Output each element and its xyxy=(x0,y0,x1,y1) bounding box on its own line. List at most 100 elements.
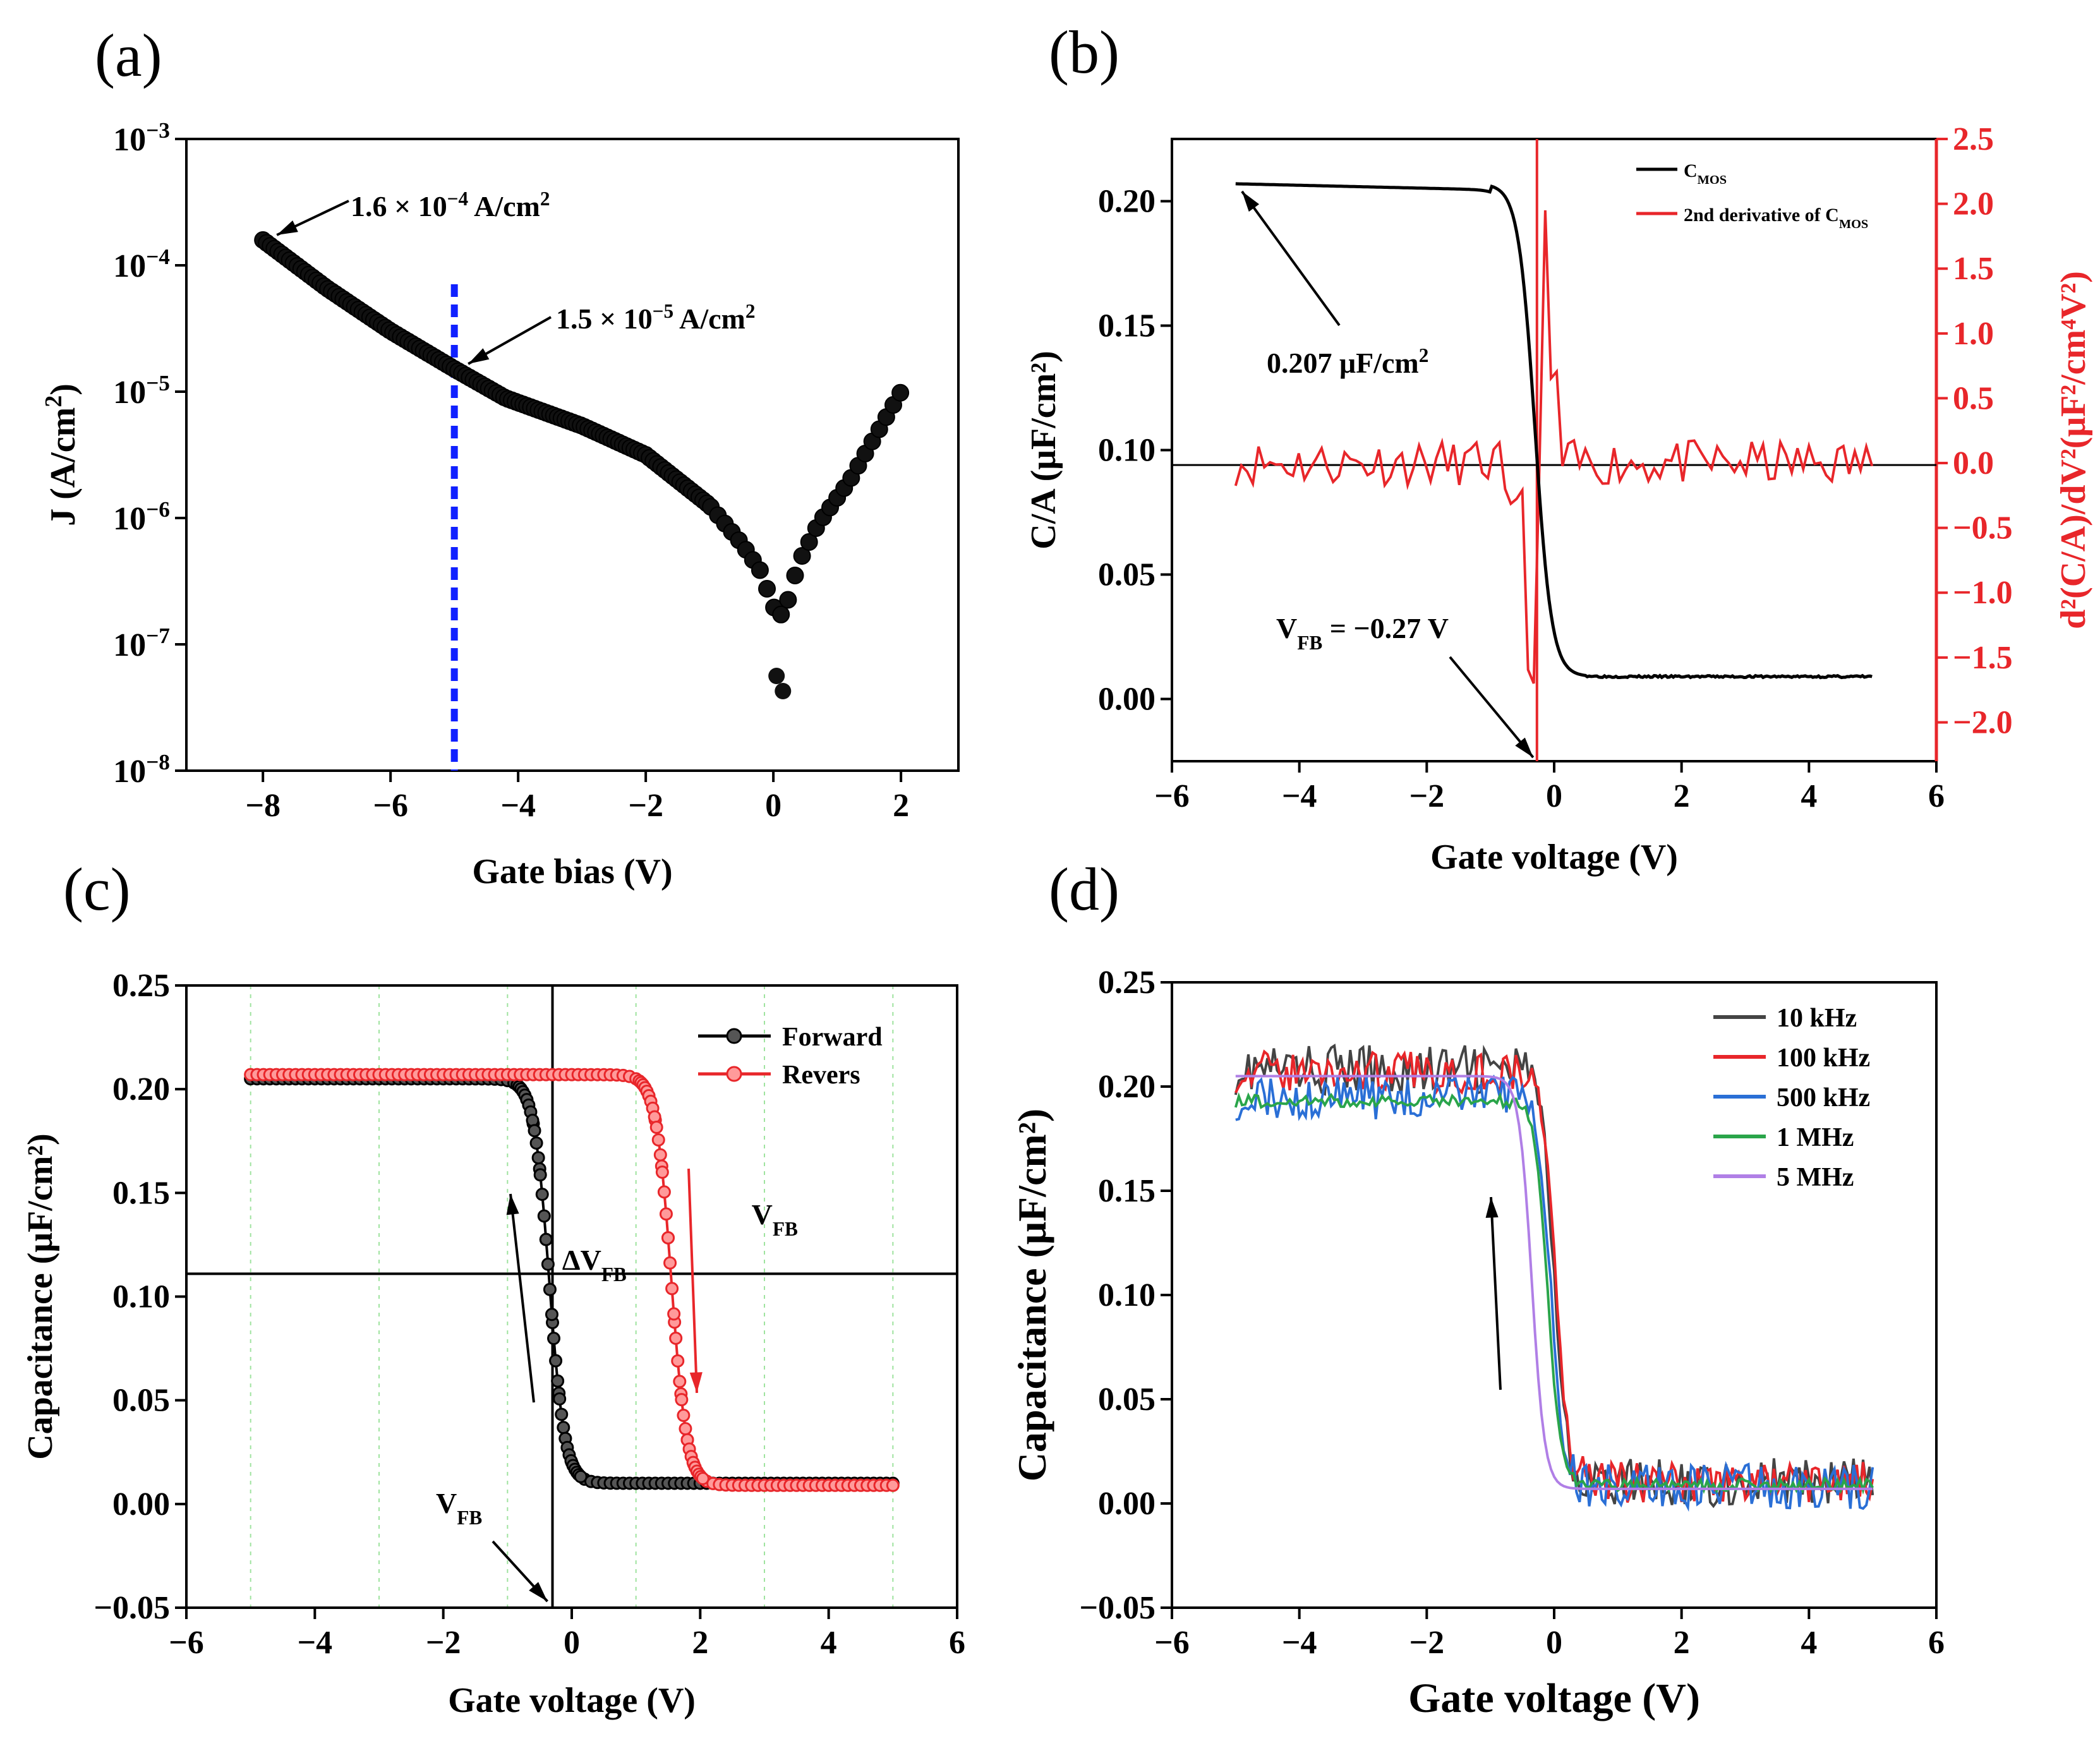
panel-a-y-tick-label: 10−8 xyxy=(113,749,170,790)
panel-c-point xyxy=(673,1375,687,1389)
panel-c-series-line xyxy=(250,1073,893,1487)
panel-c-point xyxy=(677,1409,691,1423)
panel-a-annotation-mid-part: −5 xyxy=(653,300,673,322)
panel-b-yr-tick-label: −2.0 xyxy=(1953,704,2013,740)
panel-c-x-label: Gate voltage (V) xyxy=(448,1681,696,1720)
panel-b-yr-tick-label: 0.0 xyxy=(1953,445,1994,481)
panel-d-series-line xyxy=(1234,1092,1874,1495)
panel-b-y-label-right: d²(C/A)/dV²(μF²/cm⁴V²) xyxy=(2054,271,2093,629)
panel-c-label-delta-vfb-part: ΔV xyxy=(562,1244,601,1276)
panel-letter-c: (c) xyxy=(63,855,131,923)
panel-c-legend-marker xyxy=(726,1066,742,1082)
panel-a-point xyxy=(786,567,804,584)
panel-c-point xyxy=(537,1209,551,1223)
panel-d-y-tick-label: 0.15 xyxy=(1098,1173,1156,1209)
panel-a-y-tick-label-part: −5 xyxy=(146,370,170,395)
panel-d-x-label: Gate voltage (V) xyxy=(1408,1675,1700,1721)
panel-a-y-label-part: J xyxy=(44,509,83,526)
panel-a-outlier-point xyxy=(768,668,785,684)
panel-b-arrow-plateau-head xyxy=(1241,191,1260,212)
panel-c-y-tick-label: 0.00 xyxy=(112,1486,170,1522)
panel-a-annotation-peak-part: 2 xyxy=(540,188,550,210)
panel-a-annotation-peak-part: A/cm xyxy=(468,190,540,222)
panel-a-y-tick-label-part: 10 xyxy=(113,501,146,537)
panel-b-legend-derivative-part: MOS xyxy=(1839,217,1868,231)
panel-letter-d: (d) xyxy=(1049,855,1119,923)
panel-a-x-tick-label: 0 xyxy=(765,788,781,824)
panel-d-legend-label: 5 MHz xyxy=(1777,1163,1854,1192)
panel-c-arrow-forward-shaft xyxy=(509,1193,535,1403)
panel-a-frame xyxy=(185,138,960,772)
panel-a-y-tick-label: 10−4 xyxy=(113,244,170,284)
panel-c-arrow-vfb-head xyxy=(529,1582,548,1601)
panel-d-legend-label: 10 kHz xyxy=(1777,1004,1857,1033)
panel-b-x-tick-label: −4 xyxy=(1282,778,1317,814)
panel-a-annotation-mid-part: 1.5 × 10 xyxy=(556,303,653,335)
panel-a-y-tick-label-part: 10 xyxy=(113,627,146,663)
panel-a-arrow-peak-head xyxy=(277,220,298,235)
panel-d-legend-label: 100 kHz xyxy=(1777,1044,1870,1073)
panel-b-legend-cmos-part: MOS xyxy=(1698,173,1727,187)
panel-c-point xyxy=(553,1392,567,1406)
panel-a-point xyxy=(751,561,769,579)
panel-a-annotation-peak: 1.6 × 10−4 A/cm2 xyxy=(351,188,550,223)
panel-c-point xyxy=(531,1151,545,1165)
panel-b-cmos-line xyxy=(1235,182,1873,680)
panel-d-arrow-shaft xyxy=(1490,1196,1502,1390)
panel-b-x-tick-label: 2 xyxy=(1674,778,1690,814)
panel-b-y-tick-label: 0.05 xyxy=(1098,557,1156,593)
panel-c-y-tick-label: 0.15 xyxy=(112,1175,170,1211)
panel-b-y-tick-label: 0.15 xyxy=(1098,308,1156,344)
panel-b-x-tick-label: −2 xyxy=(1409,778,1445,814)
panel-c-point xyxy=(555,1407,569,1421)
panel-d-y-tick-label: 0.00 xyxy=(1098,1486,1156,1522)
panel-c-point xyxy=(663,1256,677,1270)
panel-c-point xyxy=(675,1393,689,1407)
panel-b-yr-tick-label: 1.0 xyxy=(1953,316,1994,352)
panel-c-hysteresis-chart: −6 −4 −2 0 2 4 6 −0.05 0.00 0.05 0.10 0.15 0.20 0.25 F… xyxy=(21,968,965,1720)
panel-b-frame xyxy=(1171,138,1938,762)
panel-a-x-tick-label: −4 xyxy=(500,788,536,824)
panel-b-yr-tick-label: 2.5 xyxy=(1953,121,1994,157)
panel-c-point xyxy=(661,1231,675,1244)
panel-a-point xyxy=(891,383,910,402)
panel-c-label-vfb-bottom-part: FB xyxy=(457,1507,482,1529)
panel-c-label-vfb-bottom: VFB xyxy=(436,1487,482,1529)
panel-b-annotation-vfb-part: V xyxy=(1276,612,1297,644)
panel-c-label-vfb-right-part: FB xyxy=(773,1217,798,1239)
panel-c-y-label: Capacitance (μF/cm²) xyxy=(21,1133,60,1460)
panel-d-y-tick-label: −0.05 xyxy=(1079,1590,1156,1626)
panel-a-point xyxy=(758,580,776,598)
panel-a-annotation-peak-part: −4 xyxy=(447,188,469,210)
panel-b-legend-derivative: 2nd derivative of CMOS xyxy=(1684,205,1868,231)
panel-a-x-tick-label: −6 xyxy=(373,788,408,824)
panel-d-x-tick-label: −2 xyxy=(1409,1625,1445,1661)
panel-a-y-tick-label-part: −7 xyxy=(146,623,170,648)
panel-d-y-tick-label: 0.25 xyxy=(1098,965,1156,1001)
panel-c-point xyxy=(653,1148,667,1162)
panel-a-point xyxy=(772,605,790,624)
panel-a-y-label: J (A/cm2) xyxy=(40,383,83,526)
panel-c-point xyxy=(535,1188,549,1202)
panel-c-y-tick-label: 0.20 xyxy=(112,1071,170,1107)
panel-a-point xyxy=(800,533,818,551)
panel-a-x-tick-label: −8 xyxy=(245,788,281,824)
panel-d-y-tick-label: 0.10 xyxy=(1098,1277,1156,1313)
panel-b-legend-cmos-part: C xyxy=(1684,160,1698,181)
panel-d-x-tick-label: 4 xyxy=(1801,1625,1817,1661)
panel-c-point xyxy=(659,1207,673,1221)
panel-c-point xyxy=(539,1232,553,1246)
panel-c-x-tick-label: 6 xyxy=(949,1625,965,1661)
panel-b-arrow-vfb-head xyxy=(1515,737,1533,757)
panel-a-y-tick-label-part: −3 xyxy=(146,117,170,143)
panel-letter-b: (b) xyxy=(1049,18,1119,86)
panel-c-x-tick-label: −2 xyxy=(426,1625,461,1661)
panel-a-y-tick-label-part: 10 xyxy=(113,375,146,411)
panel-a-annotation-mid-part: 2 xyxy=(745,300,756,322)
panel-b-y-tick-label: 0.20 xyxy=(1098,184,1156,220)
panel-a-y-tick-label-part: 10 xyxy=(113,122,146,158)
panel-b-yr-tick-label: −1.0 xyxy=(1953,575,2013,611)
panel-b-legend-derivative-part: 2nd derivative of C xyxy=(1684,205,1839,226)
panel-c-point xyxy=(886,1478,900,1492)
panel-a-outlier-point xyxy=(775,683,792,699)
